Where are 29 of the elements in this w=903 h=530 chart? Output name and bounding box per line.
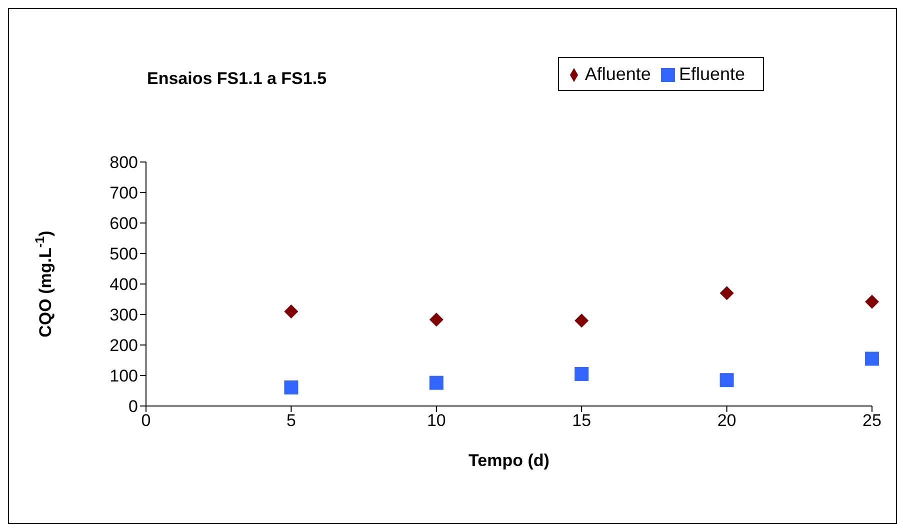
point [720,373,734,388]
x-tick-label: 5 [286,411,296,430]
y-tick-label: 400 [110,275,138,294]
point [429,312,444,327]
y-tick-label: 0 [128,397,138,416]
point [574,366,589,381]
x-axis-title: Tempo (d) [468,451,550,470]
point [720,286,734,300]
x-tick-label: 15 [572,411,592,430]
y-tick-label: 800 [110,153,138,172]
x-tick-label: 0 [141,411,151,430]
legend-label: Efluente [678,64,745,84]
point [284,380,298,394]
point [284,304,298,318]
chart-title: Ensaios FS1.1 a FS1.5 [147,69,327,89]
point [574,314,589,328]
x-tick-label: 20 [717,411,736,430]
x-tick-label: 25 [862,411,882,430]
y-tick-label: 300 [110,306,138,325]
y-tick-label: 100 [110,366,138,386]
point [865,294,879,309]
point [865,352,879,366]
legend-label: Afluente [584,64,651,84]
y-tick-label: 200 [110,336,138,356]
point [429,376,444,390]
x-tick-label: 10 [426,411,446,430]
y-tick-label: 600 [110,214,138,234]
y-tick-label: 500 [110,244,138,264]
y-tick-label: 700 [110,184,138,203]
